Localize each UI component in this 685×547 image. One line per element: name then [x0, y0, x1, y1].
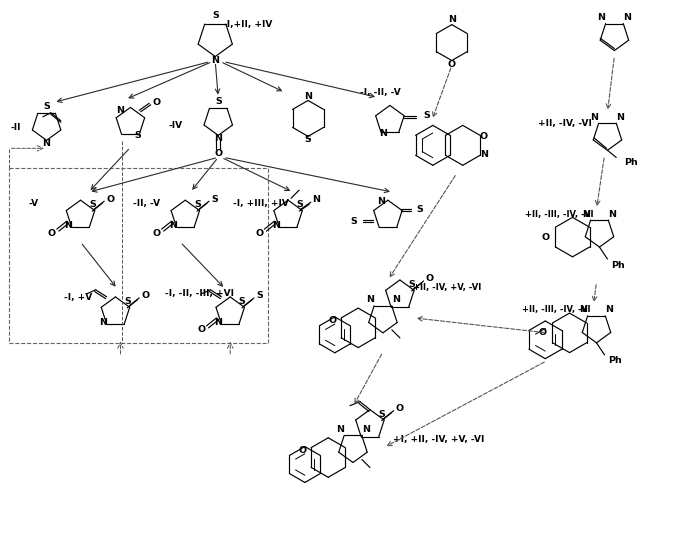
Text: O: O — [152, 98, 160, 107]
Text: N: N — [606, 305, 614, 315]
Text: S: S — [124, 297, 131, 306]
Text: N: N — [211, 56, 219, 65]
Text: N: N — [479, 150, 488, 159]
Text: O: O — [256, 229, 264, 237]
Text: S: S — [423, 111, 430, 120]
Text: O: O — [214, 149, 223, 158]
Text: -I, +III, +IV: -I, +III, +IV — [233, 199, 289, 208]
Text: S: S — [89, 200, 96, 209]
Text: N: N — [580, 305, 588, 315]
Text: N: N — [362, 425, 370, 434]
Text: O: O — [299, 446, 306, 455]
Text: -I,+II, +IV: -I,+II, +IV — [223, 20, 273, 29]
Text: N: N — [64, 221, 73, 230]
Text: N: N — [616, 113, 625, 122]
Text: +II, -III, -IV, -VI: +II, -III, -IV, -VI — [525, 210, 593, 219]
Text: O: O — [197, 325, 205, 334]
Text: O: O — [153, 229, 161, 237]
Text: N: N — [608, 210, 616, 219]
Text: S: S — [416, 205, 423, 214]
Text: N: N — [392, 295, 400, 305]
Text: S: S — [215, 97, 222, 106]
Text: N: N — [336, 425, 344, 434]
Text: +II, -IV, -VI: +II, -IV, -VI — [538, 119, 591, 128]
Text: N: N — [214, 134, 222, 143]
Text: -I, -II, -V: -I, -II, -V — [360, 88, 401, 97]
Text: +II, -IV, +V, -VI: +II, -IV, +V, -VI — [413, 283, 481, 293]
Text: N: N — [377, 197, 385, 206]
Text: O: O — [479, 132, 488, 141]
Text: N: N — [99, 318, 108, 327]
Text: -II, -V: -II, -V — [134, 199, 160, 208]
Text: N: N — [623, 13, 632, 22]
Text: S: S — [408, 280, 415, 289]
Text: N: N — [590, 113, 599, 122]
Text: S: S — [194, 200, 201, 209]
Text: N: N — [597, 13, 606, 22]
Text: +I, +II, -IV, +V, -VI: +I, +II, -IV, +V, -VI — [393, 435, 484, 444]
Text: O: O — [141, 292, 149, 300]
Text: +II, -III, -IV, -VI: +II, -III, -IV, -VI — [522, 305, 590, 315]
Text: O: O — [106, 195, 114, 203]
Text: N: N — [42, 139, 51, 148]
Text: O: O — [538, 328, 547, 337]
Text: N: N — [169, 221, 177, 230]
Text: -II: -II — [10, 123, 21, 132]
Text: O: O — [328, 316, 336, 325]
Text: N: N — [366, 295, 374, 305]
Text: -I, -II, -III, +VI: -I, -II, -III, +VI — [165, 289, 234, 299]
Text: Ph: Ph — [608, 356, 622, 365]
Text: N: N — [272, 221, 280, 230]
Text: S: S — [43, 102, 50, 111]
Text: S: S — [257, 292, 263, 300]
Text: N: N — [214, 318, 222, 327]
Text: -I, +V: -I, +V — [64, 293, 92, 302]
Text: O: O — [48, 229, 56, 237]
Text: -V: -V — [29, 199, 39, 208]
Text: N: N — [116, 106, 125, 115]
Text: O: O — [448, 60, 456, 69]
Text: N: N — [379, 129, 387, 138]
Text: S: S — [212, 195, 219, 203]
Text: S: S — [239, 297, 246, 306]
Text: -IV: -IV — [169, 121, 182, 130]
Text: S: S — [134, 131, 141, 141]
Text: O: O — [425, 275, 434, 283]
Text: N: N — [304, 92, 312, 101]
Text: O: O — [395, 404, 403, 413]
Text: Ph: Ph — [612, 260, 625, 270]
Text: S: S — [379, 410, 385, 418]
Text: S: S — [212, 11, 219, 20]
Text: Ph: Ph — [624, 158, 638, 167]
Text: N: N — [448, 15, 456, 24]
Text: S: S — [351, 217, 357, 225]
Text: S: S — [297, 200, 303, 209]
Text: O: O — [542, 232, 550, 242]
Text: N: N — [582, 210, 590, 219]
Text: S: S — [305, 135, 312, 144]
Text: N: N — [312, 195, 320, 203]
